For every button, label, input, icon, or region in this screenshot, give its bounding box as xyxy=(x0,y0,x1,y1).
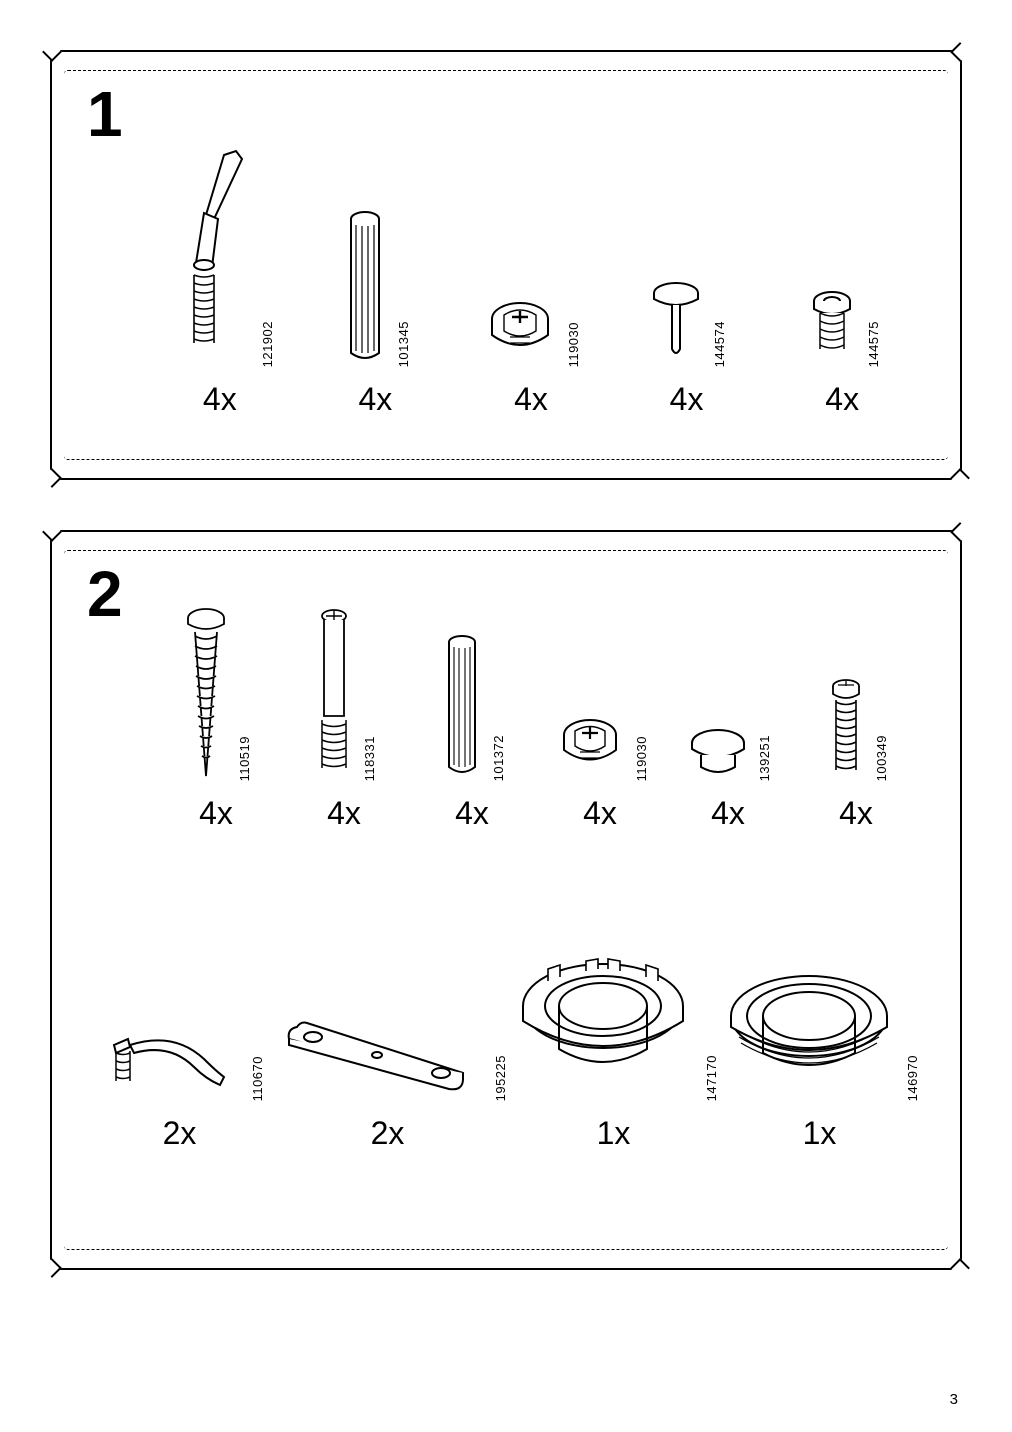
part-code: 118331 xyxy=(362,736,377,781)
part-item: 100349 4x xyxy=(792,601,920,832)
part-item: 119030 4x xyxy=(536,601,664,832)
dowel-icon xyxy=(439,601,485,781)
confirmat-icon xyxy=(312,601,356,781)
step-number: 1 xyxy=(87,82,123,146)
part-code: 119030 xyxy=(634,736,649,781)
part-item: 147170 1x xyxy=(508,921,719,1152)
part-quantity: 1x xyxy=(803,1115,837,1152)
insert-ring-icon xyxy=(804,167,860,367)
cap-plug-icon xyxy=(685,601,751,781)
part-quantity: 4x xyxy=(455,795,489,832)
part-item: 101372 4x xyxy=(408,601,536,832)
parts-row: 121902 4x xyxy=(142,112,920,418)
part-code: 101345 xyxy=(396,321,411,367)
part-code: 139251 xyxy=(757,735,772,781)
parts-row: 110670 2x xyxy=(92,872,920,1152)
step-number: 2 xyxy=(87,562,123,626)
hardware-bag-1: 1 xyxy=(50,50,962,480)
part-item: 144574 4x xyxy=(609,167,765,418)
part-quantity: 4x xyxy=(711,795,745,832)
instruction-page: 1 xyxy=(0,0,1012,1432)
part-quantity: 4x xyxy=(825,381,859,418)
part-item: 110670 2x xyxy=(92,921,267,1152)
part-item: 118331 4x xyxy=(280,601,408,832)
part-item: 110519 4x xyxy=(152,601,280,832)
part-code: 110519 xyxy=(237,736,252,781)
part-code: 195225 xyxy=(493,1055,508,1101)
part-quantity: 2x xyxy=(163,1115,197,1152)
dowel-icon xyxy=(340,167,390,367)
cam-lock-icon xyxy=(480,167,560,367)
part-code: 146970 xyxy=(905,1055,920,1101)
wood-screw-icon xyxy=(181,601,231,781)
pin-icon xyxy=(646,167,706,367)
part-code: 101372 xyxy=(491,735,506,781)
part-code: 144574 xyxy=(712,321,727,367)
part-code: 121902 xyxy=(260,321,275,367)
part-item: 195225 2x xyxy=(267,921,508,1152)
part-quantity: 4x xyxy=(514,381,548,418)
part-code: 100349 xyxy=(874,735,889,781)
flat-plate-icon xyxy=(267,921,487,1101)
euro-screw-icon xyxy=(824,601,868,781)
part-quantity: 4x xyxy=(203,381,237,418)
part-code: 147170 xyxy=(704,1055,719,1101)
part-code: 144575 xyxy=(866,321,881,367)
part-item: 121902 4x xyxy=(142,167,298,418)
part-quantity: 1x xyxy=(597,1115,631,1152)
grommet-cup-icon xyxy=(508,921,698,1101)
part-item: 144575 4x xyxy=(764,167,920,418)
part-item: 146970 1x xyxy=(719,921,920,1152)
part-quantity: 2x xyxy=(371,1115,405,1152)
grommet-ring-icon xyxy=(719,921,899,1101)
leg-bolt-icon xyxy=(164,167,254,367)
cam-lock-icon xyxy=(552,601,628,781)
part-quantity: 4x xyxy=(199,795,233,832)
part-quantity: 4x xyxy=(358,381,392,418)
part-item: 139251 4x xyxy=(664,601,792,832)
hardware-bag-2: 2 xyxy=(50,530,962,1270)
part-quantity: 4x xyxy=(670,381,704,418)
parts-row: 110519 4x xyxy=(152,572,920,832)
part-quantity: 4x xyxy=(583,795,617,832)
part-quantity: 4x xyxy=(839,795,873,832)
part-quantity: 4x xyxy=(327,795,361,832)
page-number: 3 xyxy=(950,1391,958,1408)
part-code: 110670 xyxy=(250,1056,265,1101)
part-code: 119030 xyxy=(566,322,581,367)
hook-bolt-icon xyxy=(94,921,244,1101)
part-item: 101345 4x xyxy=(298,167,454,418)
part-item: 119030 4x xyxy=(453,167,609,418)
